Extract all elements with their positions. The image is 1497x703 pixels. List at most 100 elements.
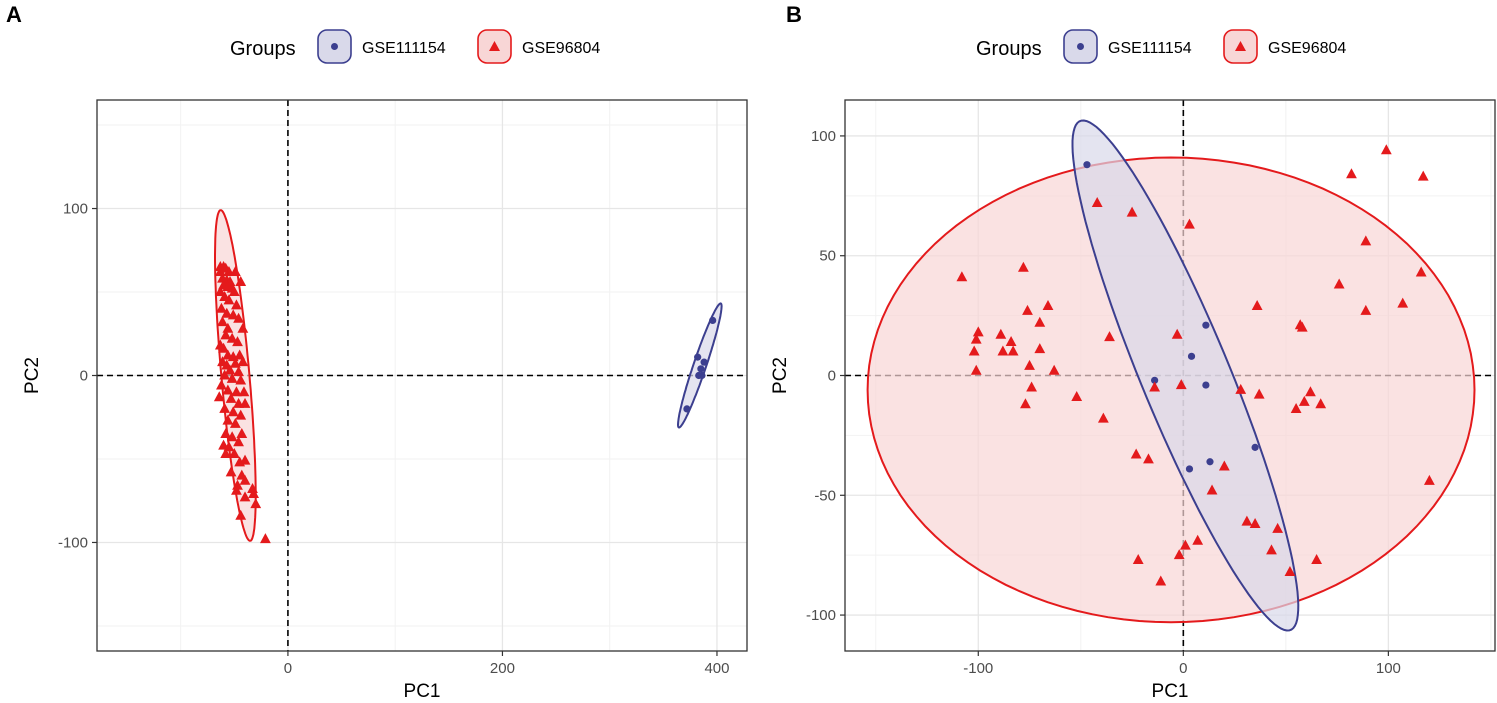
legend-a: Groups GSE111154 GSE96804 [230,29,600,64]
data-point-gse111154 [1202,321,1210,329]
data-point-gse96804 [972,326,984,337]
data-point-gse96804 [248,488,260,499]
data-point-gse96804 [1132,553,1144,564]
legend-b: Groups GSE111154 GSE96804 [976,29,1346,64]
data-point-gse96804 [1333,278,1345,289]
data-point-gse96804 [1026,381,1037,392]
y-tick-label: -50 [814,487,836,504]
data-point-gse96804 [1130,448,1142,459]
data-point-gse96804 [1097,412,1109,423]
data-point-gse96804 [1249,518,1261,529]
data-point-gse96804 [231,299,242,310]
data-point-gse96804 [1253,388,1265,399]
data-point-gse96804 [1272,522,1284,533]
data-point-gse96804 [231,484,242,495]
data-point-gse96804 [1034,316,1046,327]
data-point-gse111154 [1187,352,1196,360]
data-point-gse96804 [235,509,247,520]
data-point-gse96804 [233,312,244,323]
plot-panel-a: 0 200 400 -100 0 100 PC1 PC2 [22,99,748,702]
data-point-gse96804 [1284,565,1296,576]
y-axis-title: PC2 [770,357,791,394]
data-point-gse96804 [219,402,231,413]
data-point-gse96804 [1266,544,1277,555]
data-point-gse96804 [237,322,249,333]
data-point-gse111154 [1185,465,1194,473]
legend-label-gse96804: GSE96804 [522,40,600,57]
data-point-gse111154 [1251,443,1259,451]
data-point-gse96804 [214,286,226,297]
data-point-gse96804 [997,345,1009,356]
data-point-gse96804 [239,397,251,408]
data-point-gse96804 [1020,398,1031,409]
data-point-gse96804 [214,265,226,276]
data-point-gse96804 [229,417,241,428]
data-point-gse96804 [218,342,229,353]
data-point-gse96804 [1315,398,1327,409]
panel-letter-b: B [786,2,802,27]
data-point-gse96804 [239,474,251,485]
data-point-gse96804 [1149,381,1161,392]
data-point-gse96804 [956,271,968,282]
plot-panel-b: -100 0 100 -100 -50 0 50 100 PC1 PC2 [770,99,1496,702]
data-point-gse96804 [222,414,234,425]
data-point-gse96804 [225,466,237,477]
data-point-gse96804 [1042,300,1054,311]
circle-icon [1077,43,1084,50]
data-point-gse96804 [1298,395,1310,406]
data-point-gse96804 [1397,297,1409,308]
data-point-gse111154 [697,365,705,373]
data-point-gse96804 [1022,304,1033,315]
data-point-gse96804 [1346,168,1357,179]
data-point-gse96804 [235,374,247,385]
data-point-gse96804 [1206,484,1218,495]
y-tick-label: 0 [80,368,88,385]
data-point-gse111154 [1206,458,1214,466]
data-point-gse96804 [219,369,231,380]
data-point-gse96804 [1241,515,1253,526]
data-point-gse96804 [1218,460,1230,471]
data-point-gse96804 [221,307,233,318]
data-point-gse96804 [235,275,247,286]
data-point-gse96804 [226,332,238,343]
data-point-gse96804 [247,483,258,494]
data-point-gse96804 [1005,335,1017,346]
data-point-gse96804 [222,384,234,395]
data-point-gse96804 [1143,453,1154,464]
data-point-gse96804 [239,454,251,465]
data-point-gse96804 [1311,553,1323,564]
legend-label-gse111154: GSE111154 [1108,40,1192,57]
y-axis-title: PC2 [22,357,43,394]
data-point-gse96804 [1126,206,1138,217]
data-point-gse96804 [1024,359,1035,370]
legend-label-gse96804: GSE96804 [1268,40,1346,57]
data-point-gse96804 [233,366,244,377]
data-point-gse96804 [1417,170,1429,181]
data-point-gse96804 [1360,235,1372,246]
x-tick-label: 200 [490,660,515,677]
y-tick-label: 50 [819,248,836,265]
data-point-gse111154 [1083,161,1091,169]
data-point-gse111154 [1151,376,1159,384]
data-point-gse111154 [1202,381,1210,389]
data-point-gse96804 [968,345,980,356]
data-point-gse96804 [226,431,238,442]
data-point-gse96804 [225,392,237,403]
data-point-gse96804 [1091,197,1103,208]
data-point-gse96804 [1171,328,1183,339]
x-axis-title: PC1 [1152,681,1189,702]
data-point-gse96804 [1290,403,1302,414]
y-tick-label: 0 [828,368,836,385]
data-point-gse96804 [232,336,243,347]
data-point-gse96804 [1415,266,1427,277]
data-point-gse96804 [216,379,227,390]
y-tick-label: -100 [806,607,836,624]
data-point-gse96804 [970,364,982,375]
data-point-gse96804 [1175,379,1187,390]
data-point-gse96804 [229,265,241,276]
data-point-gse111154 [694,353,702,361]
x-axis-title: PC1 [404,681,441,702]
data-point-gse96804 [1071,391,1083,402]
triangle-icon [489,41,500,51]
data-point-gse111154 [683,405,691,413]
